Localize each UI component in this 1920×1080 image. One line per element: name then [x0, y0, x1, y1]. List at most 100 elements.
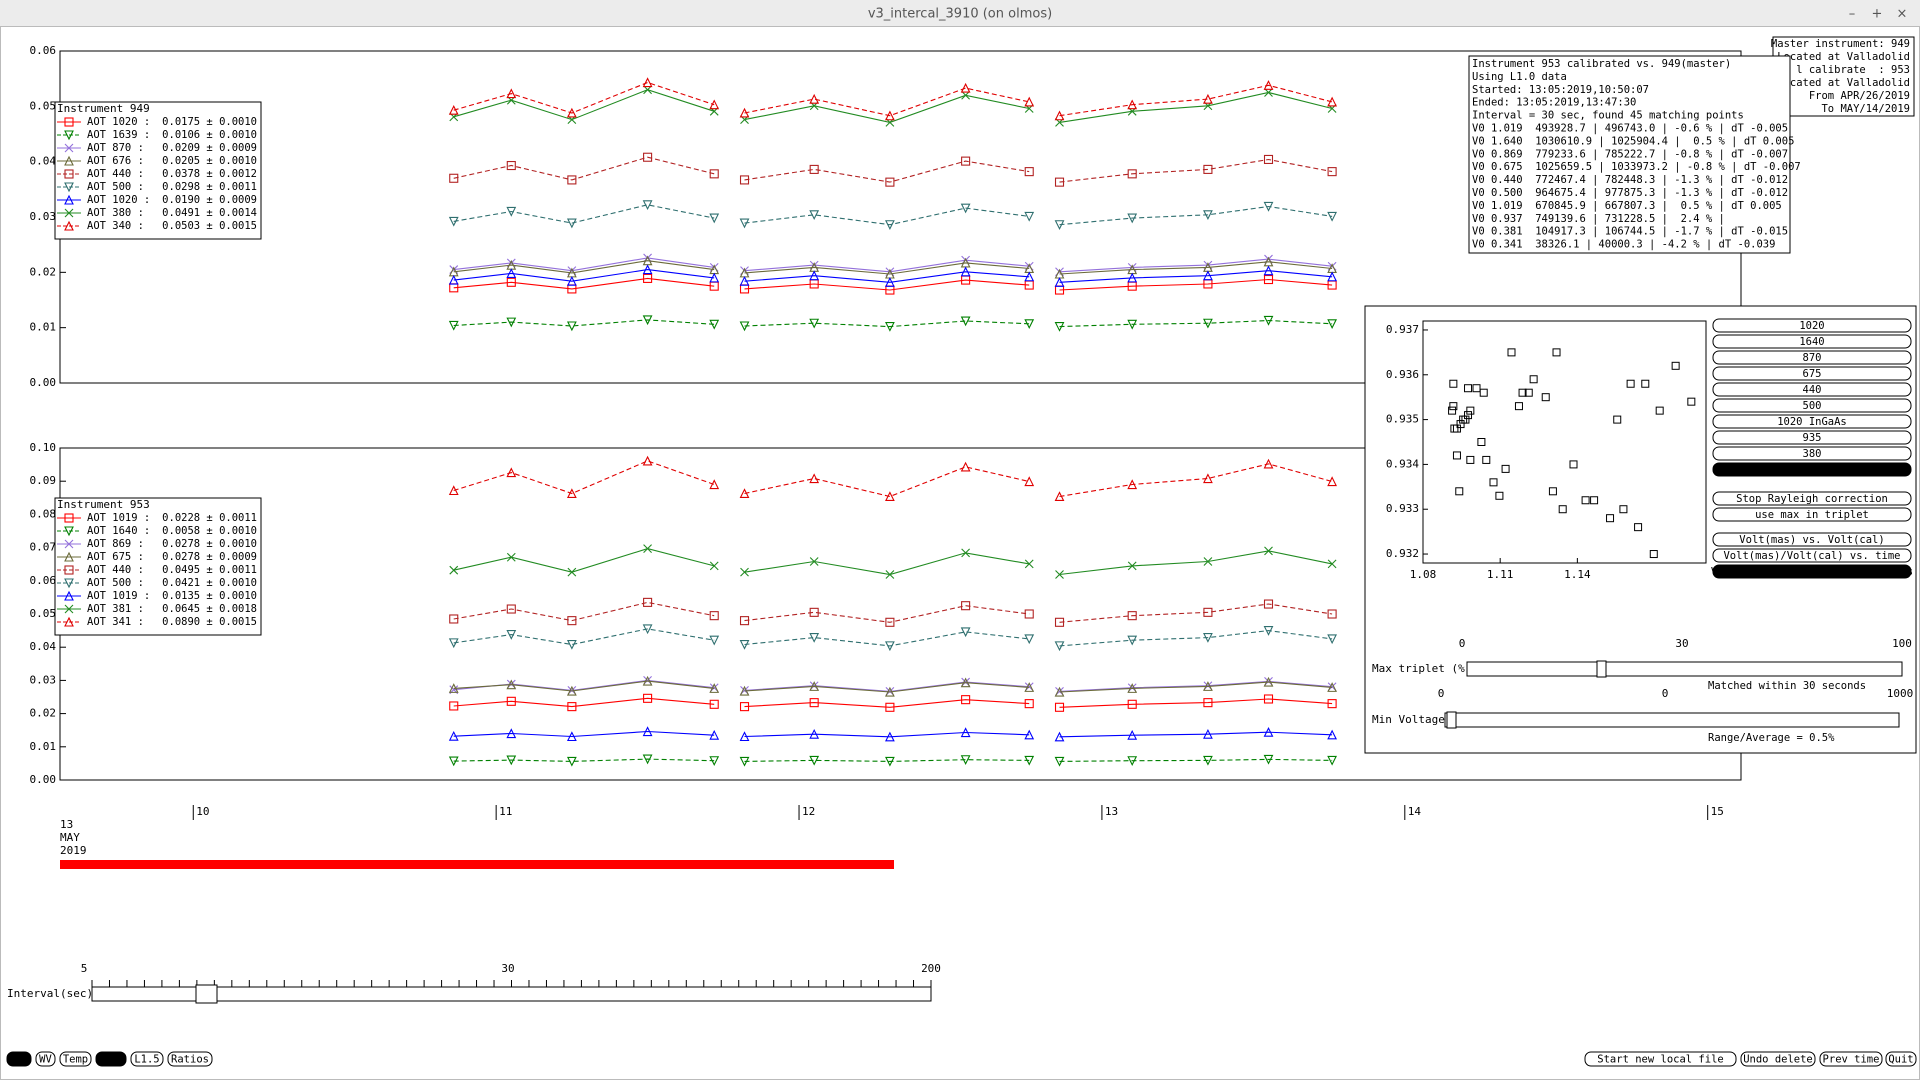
plot-button[interactable]: [1712, 532, 1912, 547]
option-button-label[interactable]: Stop Rayleigh correction: [1736, 493, 1888, 505]
toolbar-button[interactable]: [59, 1051, 92, 1067]
marker: [64, 526, 74, 537]
marker: [1263, 754, 1274, 765]
action-button-label[interactable]: Quit: [1888, 1054, 1913, 1066]
wavelength-button-label[interactable]: 500: [1803, 400, 1822, 412]
legend-summary: 0.0228 ± 0.0011: [162, 512, 257, 524]
wavelength-button-label[interactable]: 870: [1803, 352, 1822, 364]
marker: [885, 110, 895, 121]
toolbar-button-label[interactable]: Temp: [63, 1054, 88, 1066]
marker: [642, 726, 653, 737]
plot-button-label[interactable]: Volt(mas) vs. Volt(cal): [1739, 534, 1884, 546]
wavelength-button[interactable]: [1712, 446, 1912, 461]
toolbar-button[interactable]: [167, 1051, 213, 1067]
marker: [567, 567, 577, 577]
wavelength-button[interactable]: [1712, 430, 1912, 445]
action-button-label[interactable]: Undo delete: [1743, 1054, 1813, 1066]
date-label: 13: [60, 818, 73, 831]
marker: [1203, 210, 1213, 221]
toolbar-button-label[interactable]: AOT: [10, 1054, 30, 1066]
legend-name: AOT 1019 :: [87, 590, 150, 602]
maximize-button[interactable]: +: [1872, 7, 1883, 22]
plot-button-label[interactable]: Volt(mas)/Volt(cal) vs. Air Mass: [1711, 566, 1913, 578]
marker: [709, 729, 720, 740]
legend-summary: 0.0645 ± 0.0018: [162, 603, 257, 615]
info-line: V0 0.500 964675.4 | 977875.3 | -1.3 % | …: [1472, 187, 1788, 199]
action-button[interactable]: [1584, 1051, 1737, 1067]
marker: [1203, 633, 1213, 643]
close-button[interactable]: ×: [1897, 7, 1908, 22]
plot-button-label[interactable]: Volt(mas)/Volt(cal) vs. time: [1723, 550, 1900, 562]
toolbar-button[interactable]: [130, 1051, 164, 1067]
marker: [448, 730, 459, 741]
action-button-label[interactable]: Prev time: [1823, 1054, 1880, 1066]
toolbar-button-label[interactable]: L1.0: [98, 1054, 123, 1066]
marker: [1024, 729, 1035, 740]
master-line: ocated at Valladolid: [1784, 77, 1910, 89]
y-tick-label: 0.02: [30, 707, 57, 720]
wavelength-button-label[interactable]: 935: [1803, 432, 1822, 444]
action-button-label[interactable]: Start new local file: [1597, 1054, 1723, 1066]
scatter-point: [1495, 491, 1504, 500]
wavelength-button[interactable]: [1712, 350, 1912, 365]
scatter-point: [1613, 415, 1622, 424]
slider-tick-label: 0: [1459, 637, 1466, 650]
wavelength-button-label[interactable]: 340: [1803, 464, 1822, 476]
option-button[interactable]: [1712, 491, 1912, 506]
option-button-label[interactable]: use max in triplet: [1755, 509, 1869, 521]
legend-box: [54, 101, 262, 240]
marker: [1263, 599, 1274, 609]
slider-handle[interactable]: [1596, 660, 1607, 678]
option-button[interactable]: [1712, 507, 1912, 522]
marker: [64, 169, 74, 179]
slider-handle[interactable]: [1446, 711, 1457, 729]
action-button[interactable]: [1740, 1051, 1816, 1067]
marker: [64, 590, 74, 601]
toolbar-button[interactable]: [35, 1051, 56, 1067]
marker: [809, 318, 820, 329]
interval-track[interactable]: [91, 986, 932, 1002]
action-button[interactable]: [1885, 1051, 1917, 1067]
series-line: [453, 628, 1333, 647]
wavelength-button[interactable]: [1712, 366, 1912, 381]
master-line: l calibrate : 953: [1796, 64, 1910, 76]
marker: [64, 220, 74, 231]
marker: [642, 455, 653, 466]
scatter-point: [1501, 464, 1510, 473]
toolbar-button-label[interactable]: L1.5: [134, 1054, 159, 1066]
wavelength-button[interactable]: [1712, 398, 1912, 413]
marker: [739, 685, 750, 696]
wavelength-button-label[interactable]: 675: [1803, 368, 1822, 380]
wavelength-button[interactable]: [1712, 382, 1912, 397]
marker: [64, 616, 74, 627]
scatter-point: [1655, 406, 1664, 415]
legend-name: AOT 1020 :: [87, 194, 150, 206]
wavelength-button-label[interactable]: 380: [1803, 448, 1822, 460]
info-line: V0 0.440 772467.4 | 782448.3 | -1.3 % | …: [1472, 174, 1788, 186]
plot-button[interactable]: [1712, 548, 1912, 563]
marker: [1054, 731, 1065, 742]
wavelength-button-label[interactable]: 1020 InGaAs: [1777, 416, 1847, 428]
action-button[interactable]: [1819, 1051, 1883, 1067]
plot-button[interactable]: [1712, 564, 1912, 579]
marker: [1127, 272, 1138, 283]
scatter-frame: [1422, 320, 1707, 564]
wavelength-button[interactable]: [1712, 334, 1912, 349]
wavelength-button[interactable]: [1712, 414, 1912, 429]
toolbar-button-label[interactable]: Ratios: [171, 1054, 209, 1066]
toolbar-button[interactable]: [6, 1051, 32, 1067]
wavelength-button-label[interactable]: 1020: [1799, 320, 1824, 332]
x-tick-label: 1.14: [1564, 568, 1591, 581]
slider-track[interactable]: [1466, 661, 1903, 677]
wavelength-button-label[interactable]: 440: [1803, 384, 1822, 396]
wavelength-button-label[interactable]: 1640: [1799, 336, 1824, 348]
info-line: V0 1.019 670845.9 | 667807.3 | 0.5 % | d…: [1472, 200, 1782, 212]
wavelength-button[interactable]: [1712, 318, 1912, 333]
minimize-button[interactable]: –: [1849, 7, 1856, 22]
wavelength-button[interactable]: [1712, 462, 1912, 477]
interval-handle[interactable]: [195, 984, 218, 1004]
slider-track[interactable]: [1444, 712, 1900, 728]
marker: [642, 624, 653, 635]
toolbar-button[interactable]: [95, 1051, 127, 1067]
toolbar-button-label[interactable]: WV: [39, 1054, 52, 1066]
